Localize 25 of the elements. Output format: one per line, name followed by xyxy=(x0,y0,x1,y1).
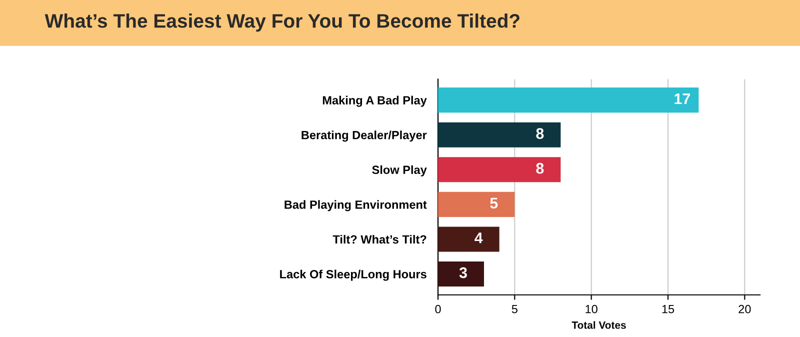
bar xyxy=(438,88,699,113)
y-tick-label: Berating Dealer/Player xyxy=(302,130,427,142)
x-tick-label: 10 xyxy=(586,304,598,314)
bar xyxy=(438,122,561,148)
y-tick-label: Slow Play xyxy=(372,165,427,176)
x-tick-label: 20 xyxy=(738,304,751,314)
y-tick-label: Lack Of Sleep/Long Hours xyxy=(280,270,426,281)
data-label: 17 xyxy=(674,94,690,104)
data-label: 3 xyxy=(459,267,467,278)
data-label: 5 xyxy=(490,198,498,209)
bar xyxy=(438,192,515,217)
x-axis-title: Total Votes xyxy=(572,321,626,329)
x-tick-label: 0 xyxy=(435,304,441,314)
x-tick-label: 5 xyxy=(512,305,518,314)
data-label: 4 xyxy=(474,232,483,244)
bar xyxy=(438,157,561,182)
y-tick-label: Making A Bad Play xyxy=(322,96,427,107)
bar xyxy=(438,226,500,252)
y-tick-label: Tilt? What’s Tilt? xyxy=(332,234,426,244)
text: What’s The Easiest Way For You To Become Tilted? xyxy=(44,14,520,32)
bar xyxy=(438,261,484,287)
y-tick-label: Bad Playing Environment xyxy=(284,200,427,212)
data-label: 8 xyxy=(536,162,544,174)
x-tick-label: 15 xyxy=(662,305,674,314)
data-label: 8 xyxy=(536,128,544,139)
